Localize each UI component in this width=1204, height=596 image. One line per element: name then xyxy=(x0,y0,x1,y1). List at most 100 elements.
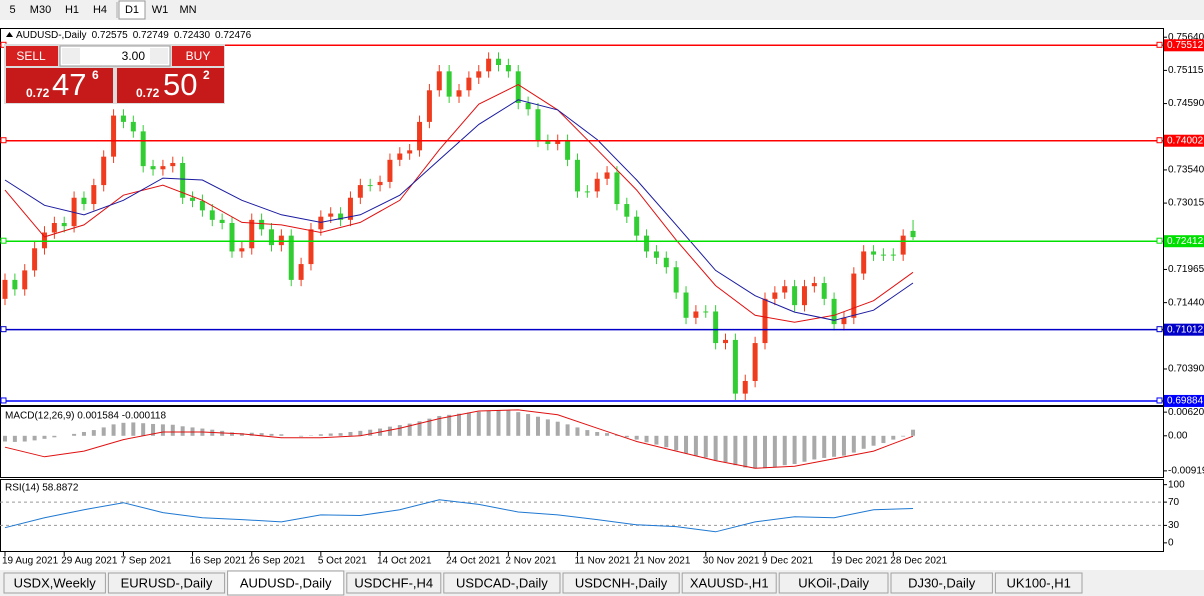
tab-label[interactable]: UK100-,H1 xyxy=(1007,575,1071,590)
candle-body xyxy=(900,235,906,255)
lots-up[interactable] xyxy=(150,48,168,64)
ohlc-value: 0.72430 xyxy=(174,30,211,41)
histogram-bar xyxy=(762,435,767,469)
tab[interactable] xyxy=(443,572,561,594)
y-tick-label: 0.74590 xyxy=(1168,98,1204,109)
histogram-bar xyxy=(792,435,797,465)
timeframe[interactable]: H4 xyxy=(93,4,107,16)
x-tick-label: 14 Oct 2021 xyxy=(377,556,432,567)
candle-body xyxy=(653,251,659,258)
tab-label[interactable]: DJ30-,Daily xyxy=(908,575,976,590)
timeframe[interactable]: M30 xyxy=(30,4,51,16)
histogram-bar xyxy=(230,432,235,436)
candle-body xyxy=(732,339,738,394)
x-tick-label: 16 Sep 2021 xyxy=(190,556,247,567)
tab[interactable] xyxy=(107,572,226,594)
candle-body xyxy=(160,166,166,170)
tab[interactable] xyxy=(562,572,680,594)
tab-label[interactable]: EURUSD-,Daily xyxy=(121,575,213,590)
moving-average xyxy=(4,99,914,321)
candle-body xyxy=(723,339,729,344)
histogram-bar xyxy=(733,435,738,466)
candle-body xyxy=(328,213,334,217)
level-label: 0.75512 xyxy=(1167,40,1204,51)
histogram-bar xyxy=(753,435,758,469)
tab-label[interactable]: USDCNH-,Daily xyxy=(575,575,668,590)
price-pip: 2 xyxy=(203,68,210,82)
candle-body xyxy=(140,131,146,167)
level-handle xyxy=(0,137,7,144)
lots-value[interactable]: 3.00 xyxy=(122,49,146,63)
histogram-bar xyxy=(703,435,708,458)
candle-body xyxy=(357,185,363,198)
candle-body xyxy=(910,230,916,238)
candle-body xyxy=(229,223,235,252)
timeframe-active[interactable] xyxy=(118,0,146,20)
y-tick-label: 0.75115 xyxy=(1168,65,1204,76)
tab-active[interactable] xyxy=(227,570,345,596)
timeframe[interactable]: 5 xyxy=(9,4,15,16)
sell-price-box[interactable] xyxy=(6,68,113,103)
histogram-bar xyxy=(259,433,264,436)
candle-body xyxy=(81,197,87,205)
x-tick-label: 30 Nov 2021 xyxy=(703,556,760,567)
lots-down[interactable] xyxy=(62,48,80,64)
histogram-bar xyxy=(338,433,343,436)
histogram-bar xyxy=(565,424,570,436)
histogram-bar xyxy=(299,435,304,437)
histogram-bar xyxy=(170,424,175,436)
buy-button[interactable] xyxy=(172,46,224,66)
level-handle xyxy=(1156,397,1163,404)
histogram-bar xyxy=(22,435,27,442)
lots-input[interactable] xyxy=(59,45,171,67)
histogram-bar xyxy=(269,433,274,436)
histogram-bar xyxy=(901,435,906,437)
histogram-bar xyxy=(535,416,540,436)
tab-label[interactable]: USDCHF-,H4 xyxy=(354,575,433,590)
level-label: 0.69884 xyxy=(1167,396,1204,407)
tab[interactable] xyxy=(3,572,106,594)
price-pip: 6 xyxy=(92,68,99,82)
tab[interactable] xyxy=(778,572,889,594)
tab-label[interactable]: XAUUSD-,H1 xyxy=(690,575,769,590)
timeframe[interactable]: D1 xyxy=(125,4,139,16)
header-icon xyxy=(6,32,13,37)
tab[interactable] xyxy=(681,572,777,594)
candle-body xyxy=(801,286,807,306)
sell-button[interactable] xyxy=(6,46,58,66)
timeframe[interactable]: MN xyxy=(179,4,196,16)
tab-label[interactable]: USDX,Weekly xyxy=(14,575,97,590)
buy-price-box[interactable] xyxy=(117,68,224,103)
candle-body xyxy=(268,229,274,246)
tab[interactable] xyxy=(890,572,993,594)
histogram-bar xyxy=(575,427,580,436)
tab-label[interactable]: UKOil-,Daily xyxy=(798,575,869,590)
sell-label[interactable]: SELL xyxy=(16,49,46,63)
candle-body xyxy=(2,279,8,299)
candle-body xyxy=(604,172,610,179)
histogram-bar xyxy=(466,412,471,436)
tab-label[interactable]: AUDUSD-,Daily xyxy=(240,575,332,590)
level-handle xyxy=(0,397,7,404)
timeframe[interactable]: W1 xyxy=(152,4,169,16)
level-handle xyxy=(0,237,7,244)
candle-body xyxy=(91,185,97,205)
candle-body xyxy=(574,159,580,192)
candle-body xyxy=(841,317,847,325)
tab[interactable] xyxy=(346,572,442,594)
timeframe[interactable]: H1 xyxy=(65,4,79,16)
indicator-title: MACD(12,26,9) 0.001584 -0.000118 xyxy=(5,411,166,422)
x-tick-label: 11 Nov 2021 xyxy=(574,556,630,567)
candle-body xyxy=(871,251,877,255)
histogram-bar xyxy=(802,435,807,462)
candle-body xyxy=(486,58,492,72)
candle-body xyxy=(742,380,748,394)
tab[interactable] xyxy=(994,572,1083,594)
indicator-title: RSI(14) 58.8872 xyxy=(5,483,79,494)
level-handle xyxy=(1156,41,1163,48)
tab-label[interactable]: USDCAD-,Daily xyxy=(456,575,548,590)
buy-label[interactable]: BUY xyxy=(186,49,211,63)
histogram-bar xyxy=(822,435,827,458)
candle-body xyxy=(397,153,403,160)
